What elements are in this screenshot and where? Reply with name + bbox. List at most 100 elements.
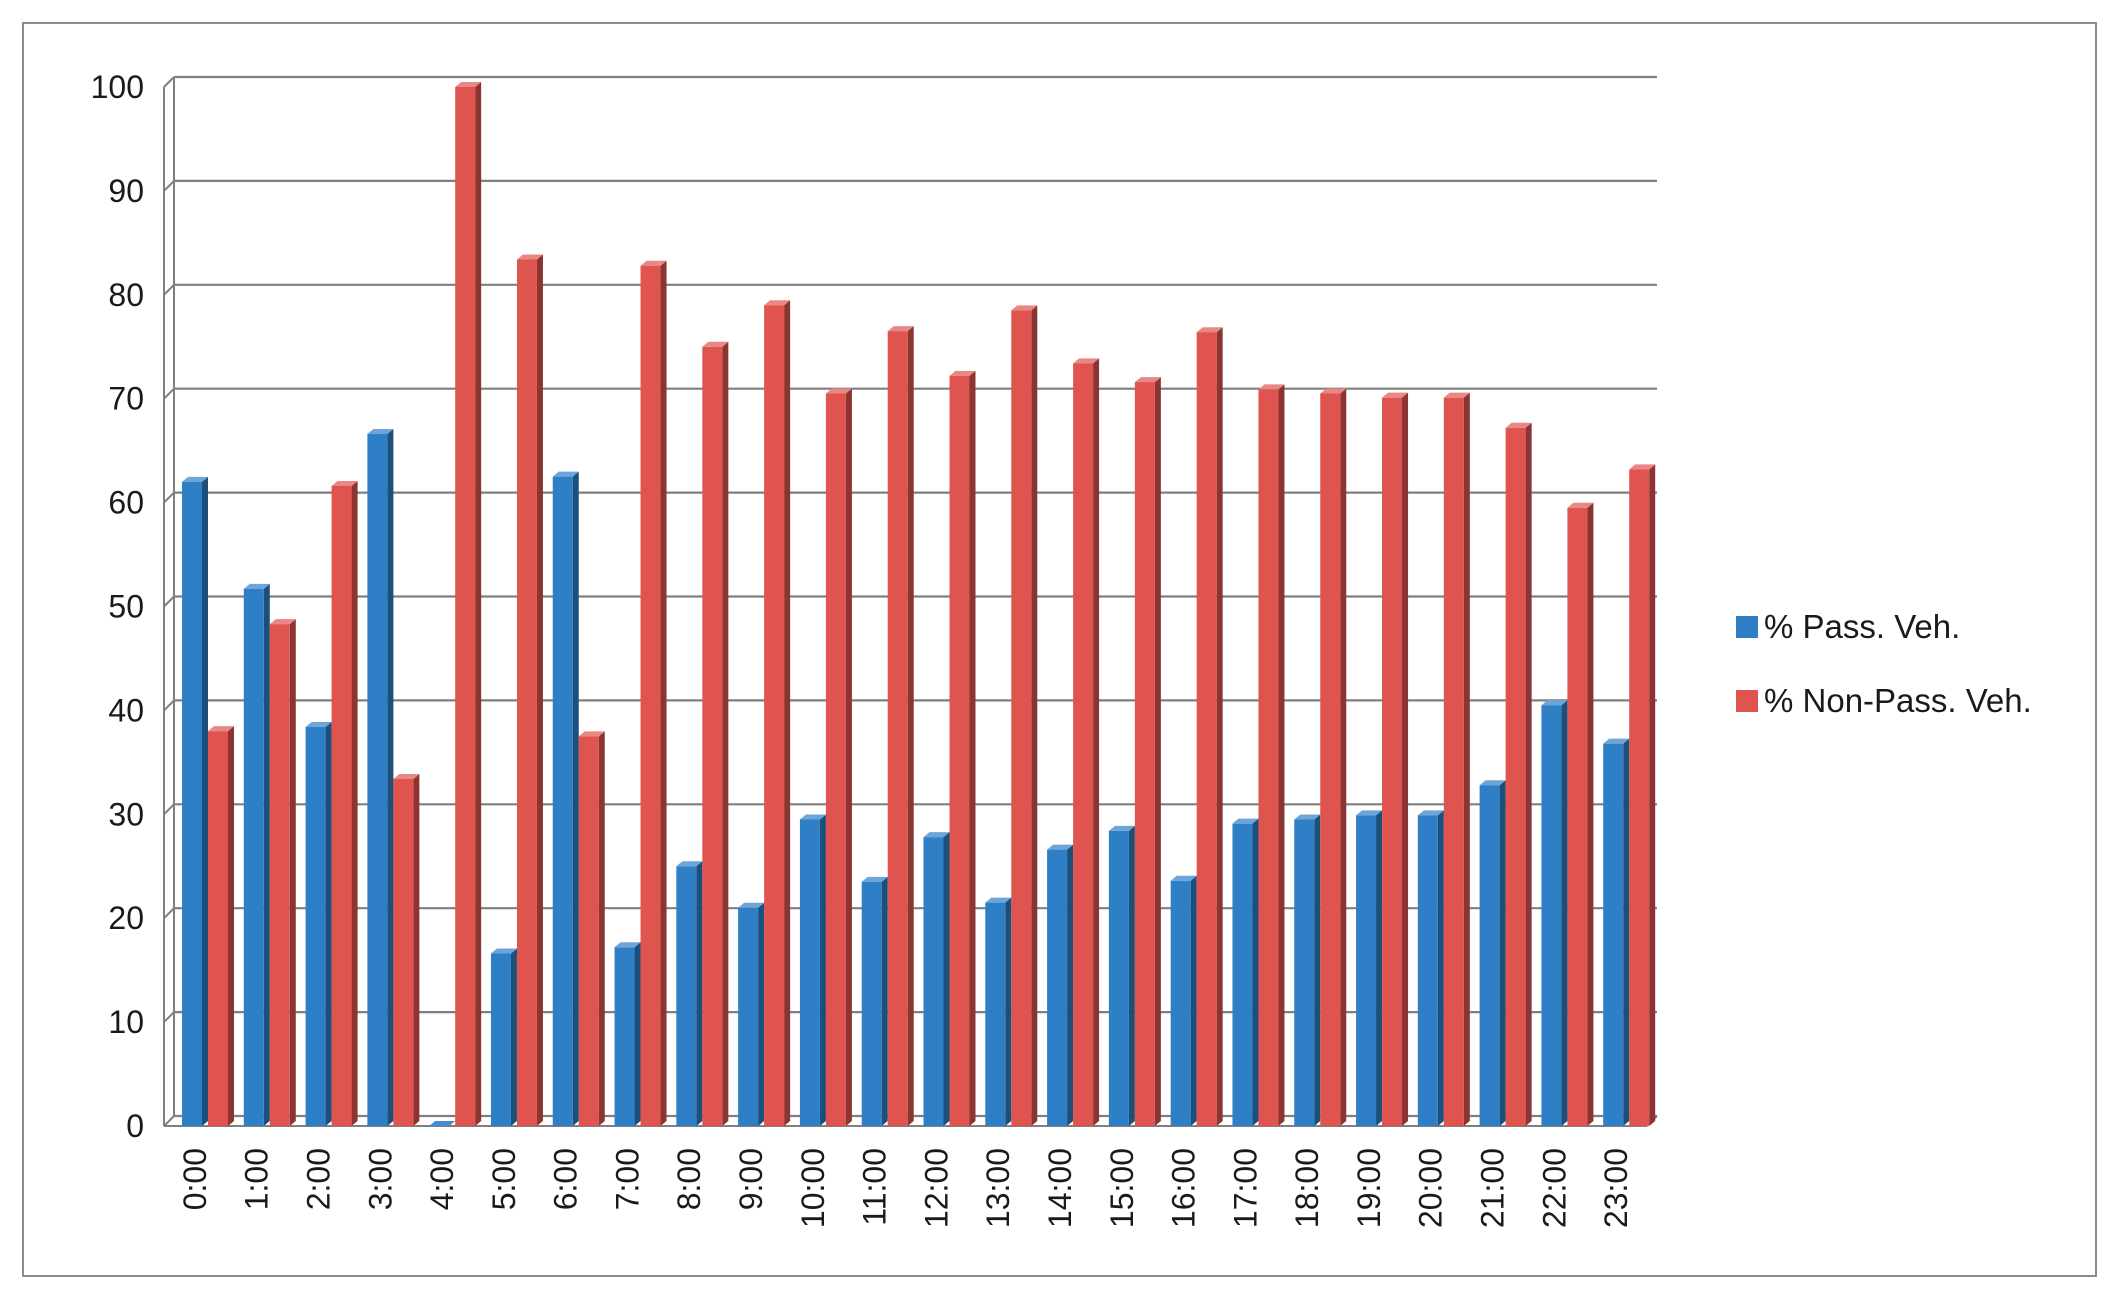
x-tick-label: 6:00 [548,1148,584,1210]
bar-pass-4-00 [429,1121,456,1126]
bar-front [1603,743,1624,1126]
bar-side [1561,700,1568,1126]
x-tick-label: 11:00 [857,1148,893,1226]
bar-pass-8-00 [676,861,703,1126]
bar-front [1232,823,1253,1126]
x-tick-label: 12:00 [918,1148,954,1228]
y-tick-label: 20 [108,900,144,936]
bar-front [393,778,414,1126]
bar-side [325,722,332,1126]
bar-side [1587,502,1594,1126]
bar-front [1443,397,1464,1126]
bar-front [1356,815,1377,1126]
bar-top [676,861,703,867]
gridline-depth [163,284,175,296]
bar-side [1463,392,1470,1126]
y-tick-label: 40 [108,692,144,728]
bar-side [475,82,482,1126]
bar-top [516,254,543,260]
bar-top [949,370,976,376]
bar-non-pass-22-00 [1567,502,1594,1126]
bar-pass-15-00 [1108,825,1135,1126]
bar-pass-3-00 [367,429,394,1126]
bar-top [1541,700,1568,706]
x-tick-label: 23:00 [1598,1148,1634,1228]
bar-pass-10-00 [799,814,826,1126]
bar-side [943,832,950,1126]
bar-side [1067,844,1074,1126]
bar-non-pass-5-00 [516,254,543,1126]
bar-front [243,588,264,1126]
bar-flat [429,1121,456,1126]
bar-front [1170,880,1191,1126]
bar-top [182,476,208,482]
bar-front [1047,849,1068,1126]
bar-front [208,731,228,1126]
bar-front [1382,397,1403,1126]
bar-side [1252,818,1259,1126]
y-tick-label: 60 [108,485,144,521]
x-tick-label: 18:00 [1289,1148,1325,1228]
bar-pass-12-00 [923,832,950,1126]
bar-side [598,731,605,1126]
x-tick-label: 3:00 [362,1148,398,1210]
bar-top [614,942,641,948]
bar-top [367,429,394,435]
bar-top [861,876,888,882]
bar-front [490,953,511,1126]
bar-side [413,773,420,1126]
bar-pass-2-00 [305,722,332,1126]
bar-top [1629,464,1656,470]
bar-side [758,902,765,1126]
bar-top [1232,818,1259,824]
x-tick-label: 15:00 [1104,1148,1140,1228]
bar-top [985,897,1012,903]
bar-front [331,485,352,1126]
x-tick-label: 5:00 [486,1148,522,1210]
gridline-depth [163,907,175,919]
bar-front [738,907,759,1126]
bar-non-pass-8-00 [702,341,729,1126]
y-tick-label: 10 [108,1004,144,1040]
bar-front [552,476,573,1126]
bar-front [1196,332,1217,1127]
x-tick-label: 1:00 [239,1148,275,1210]
legend-swatch [1736,616,1758,638]
bar-pass-17-00 [1232,818,1259,1126]
gridline-depth [163,803,175,816]
legend-item: % Non-Pass. Veh. [1736,682,2032,719]
y-tick-label: 0 [126,1108,144,1144]
bar-front [949,375,970,1126]
gridlines [163,75,1657,1127]
bar-pass-16-00 [1170,875,1197,1126]
x-tick-label: 7:00 [609,1148,645,1210]
bar-side [387,429,394,1126]
bar-non-pass-18-00 [1320,388,1347,1126]
legend-swatch [1736,690,1758,712]
bar-front [702,346,723,1126]
bar-non-pass-12-00 [949,370,976,1126]
bar-top [331,480,358,486]
bar-non-pass-13-00 [1011,305,1038,1126]
bar-top [825,388,852,394]
bar-non-pass-1-00 [269,619,296,1126]
bar-front [923,837,944,1126]
bar-top [1320,388,1347,394]
bar-non-pass-23-00 [1629,464,1656,1126]
gridline-depth [163,76,175,88]
bar-side [1093,358,1100,1126]
gridline-depth [163,595,175,608]
bar-non-pass-15-00 [1134,377,1161,1126]
bar-front [516,259,537,1126]
bar-top [1047,844,1074,850]
bar-side [536,254,543,1126]
bar-front [1134,382,1155,1126]
bar-front [367,434,388,1126]
bar-front [1417,815,1438,1126]
bar-pass-0-00 [182,476,208,1126]
bar-side [1154,377,1161,1126]
bar-top [1505,422,1532,428]
bar-non-pass-21-00 [1505,422,1532,1126]
bar-non-pass-0-00 [208,726,234,1126]
bar-side [1314,814,1321,1126]
